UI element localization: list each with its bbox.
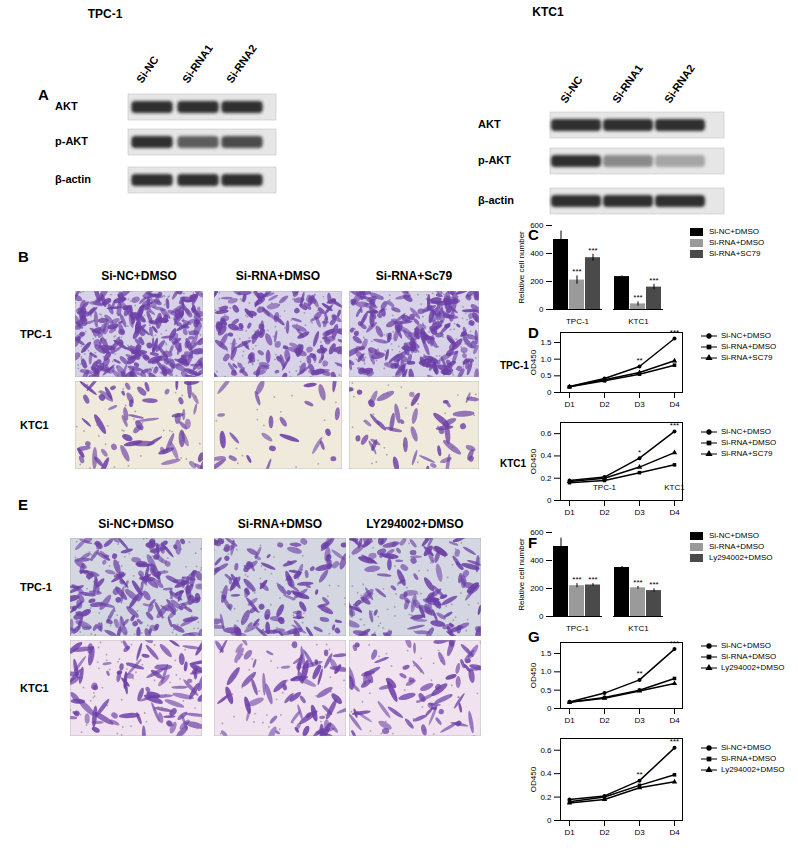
svg-text:OD450: OD450	[529, 349, 538, 375]
svg-text:Relative cell number: Relative cell number	[517, 538, 526, 611]
svg-text:D4: D4	[669, 508, 680, 517]
svg-text:1.0: 1.0	[540, 355, 552, 364]
svg-text:D2: D2	[599, 400, 610, 409]
svg-text:**: **	[636, 669, 642, 678]
svg-text:Si-RNA1: Si-RNA1	[610, 62, 645, 105]
svg-text:0: 0	[539, 305, 544, 314]
svg-text:***: ***	[670, 421, 679, 430]
svg-text:0.4: 0.4	[540, 451, 552, 460]
svg-text:p-AKT: p-AKT	[478, 154, 511, 166]
svg-text:Si-RNA+DMSO: Si-RNA+DMSO	[236, 269, 320, 283]
svg-text:0.6: 0.6	[540, 746, 552, 755]
svg-text:0: 0	[547, 704, 552, 713]
svg-text:Si-RNA2: Si-RNA2	[662, 62, 697, 105]
svg-text:D1: D1	[564, 508, 575, 517]
svg-text:Si-RNA2: Si-RNA2	[224, 42, 259, 85]
svg-text:OD450: OD450	[529, 766, 538, 792]
svg-text:0.5: 0.5	[540, 371, 552, 380]
svg-text:D3: D3	[634, 400, 645, 409]
svg-text:TPC-1: TPC-1	[566, 317, 590, 326]
svg-text:***: ***	[633, 293, 642, 302]
svg-text:TPC-1: TPC-1	[566, 624, 590, 633]
svg-text:KTC1: KTC1	[532, 5, 564, 19]
svg-text:TPC-1: TPC-1	[20, 328, 52, 340]
svg-text:0.6: 0.6	[540, 429, 552, 438]
svg-text:0: 0	[547, 816, 552, 825]
svg-text:D1: D1	[564, 828, 575, 837]
svg-text:D1: D1	[564, 400, 575, 409]
svg-text:*: *	[638, 448, 641, 457]
svg-text:KTC1: KTC1	[20, 419, 49, 431]
svg-text:200: 200	[530, 277, 544, 286]
svg-text:D4: D4	[669, 828, 680, 837]
svg-text:200: 200	[530, 584, 544, 593]
svg-text:β-actin: β-actin	[55, 173, 91, 185]
svg-text:D2: D2	[599, 828, 610, 837]
svg-text:Si-NC: Si-NC	[134, 54, 161, 85]
svg-text:***: ***	[572, 575, 581, 584]
svg-text:D3: D3	[634, 716, 645, 725]
svg-text:Si-NC+DMSO: Si-NC+DMSO	[101, 269, 177, 283]
svg-text:AKT: AKT	[478, 118, 501, 130]
svg-text:E: E	[18, 496, 28, 513]
svg-text:p-AKT: p-AKT	[55, 135, 88, 147]
svg-text:***: ***	[633, 578, 642, 587]
svg-text:OD450: OD450	[529, 662, 538, 688]
svg-text:KTC1: KTC1	[628, 624, 649, 633]
svg-text:KTC1: KTC1	[20, 682, 49, 694]
svg-text:D4: D4	[669, 400, 680, 409]
svg-text:400: 400	[530, 249, 544, 258]
svg-text:***: ***	[572, 267, 581, 276]
svg-text:***: ***	[670, 737, 679, 746]
svg-text:0.4: 0.4	[540, 769, 552, 778]
svg-text:Si-RNA+Sc79: Si-RNA+Sc79	[376, 269, 453, 283]
svg-text:***: ***	[588, 246, 597, 255]
svg-text:1.5: 1.5	[540, 338, 552, 347]
svg-text:Si-NC: Si-NC	[558, 74, 585, 105]
svg-text:TPC-1: TPC-1	[88, 7, 123, 21]
svg-text:D3: D3	[634, 828, 645, 837]
svg-text:D1: D1	[564, 716, 575, 725]
svg-text:OD450: OD450	[529, 448, 538, 474]
svg-text:Si-RNA+DMSO: Si-RNA+DMSO	[238, 517, 322, 531]
svg-text:TPC-1: TPC-1	[593, 483, 617, 492]
svg-text:***: ***	[670, 328, 679, 337]
svg-text:KTC1: KTC1	[664, 483, 685, 492]
svg-text:0.5: 0.5	[540, 686, 552, 695]
svg-text:0.2: 0.2	[540, 474, 552, 483]
svg-text:**: **	[636, 356, 642, 365]
svg-text:D3: D3	[634, 508, 645, 517]
svg-text:***: ***	[649, 276, 658, 285]
svg-text:D2: D2	[599, 508, 610, 517]
svg-text:TPC-1: TPC-1	[20, 581, 52, 593]
svg-text:A: A	[38, 86, 49, 103]
svg-text:β-actin: β-actin	[478, 194, 514, 206]
svg-text:B: B	[18, 248, 29, 265]
svg-text:Si-RNA1: Si-RNA1	[180, 42, 215, 85]
svg-text:***: ***	[670, 639, 679, 648]
svg-text:1.0: 1.0	[540, 667, 552, 676]
svg-text:LY294002+DMSO: LY294002+DMSO	[366, 517, 463, 531]
svg-text:Relative cell number: Relative cell number	[517, 231, 526, 304]
svg-text:400: 400	[530, 556, 544, 565]
svg-text:0: 0	[547, 388, 552, 397]
svg-text:Si-NC+DMSO: Si-NC+DMSO	[98, 517, 174, 531]
svg-text:0: 0	[539, 612, 544, 621]
svg-text:1.5: 1.5	[540, 649, 552, 658]
svg-text:D2: D2	[599, 716, 610, 725]
svg-text:D4: D4	[669, 716, 680, 725]
svg-text:***: ***	[588, 575, 597, 584]
svg-text:KTC1: KTC1	[628, 317, 649, 326]
svg-text:***: ***	[649, 580, 658, 589]
svg-text:0.2: 0.2	[540, 793, 552, 802]
svg-text:**: **	[636, 770, 642, 779]
svg-text:AKT: AKT	[55, 100, 78, 112]
svg-text:0: 0	[547, 496, 552, 505]
